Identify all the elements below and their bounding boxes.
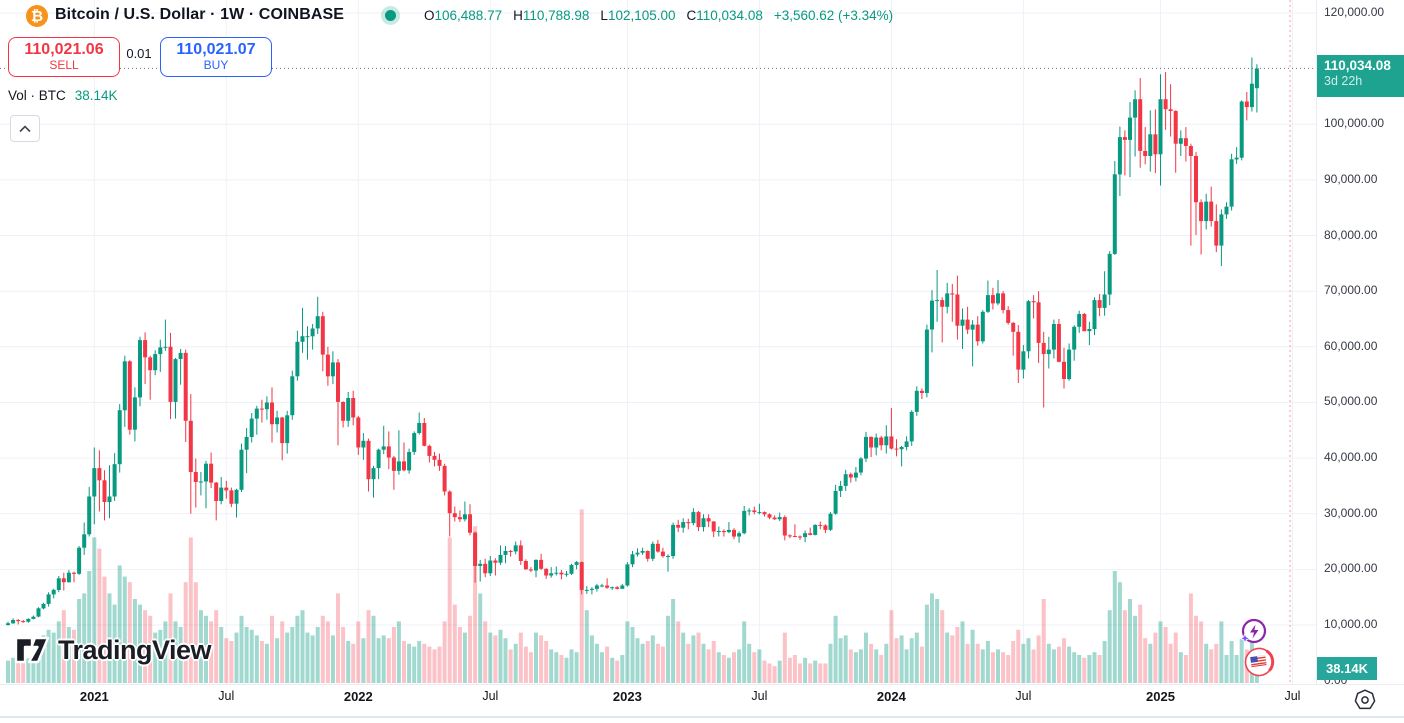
volume-indicator-label: Vol · BTC <box>8 88 66 103</box>
tradingview-logo-icon <box>14 636 50 664</box>
time-axis-label: Jul <box>218 689 235 703</box>
price-axis-border <box>1316 0 1317 684</box>
buy-label: BUY <box>203 58 229 73</box>
time-axis-label: Jul <box>1015 689 1032 703</box>
time-axis-label: Jul <box>482 689 499 703</box>
us-flag-icon <box>1244 647 1275 677</box>
volume-indicator-value: 38.14K <box>74 88 118 103</box>
sell-label: SELL <box>49 58 79 73</box>
price-axis-label: 40,000.00 <box>1324 450 1378 465</box>
price-axis-label: 30,000.00 <box>1324 505 1378 520</box>
supercharts-promo-button[interactable] <box>1238 618 1267 646</box>
collapse-panel-button[interactable] <box>10 115 40 142</box>
price-axis-label: 20,000.00 <box>1324 561 1378 576</box>
chevron-up-icon <box>19 124 31 132</box>
market-status-dot-icon[interactable] <box>385 10 396 21</box>
price-axis-label: 100,000.00 <box>1324 116 1385 131</box>
spread-value: 0.01 <box>126 46 152 61</box>
current-price-value: 110,034.08 <box>1324 58 1391 73</box>
price-axis-label: 50,000.00 <box>1324 394 1378 409</box>
ohlc-open: O106,488.77 <box>424 8 503 23</box>
price-axis-label: 80,000.00 <box>1324 227 1378 242</box>
ohlc-close: C110,034.08 <box>686 8 763 23</box>
time-axis-label: 2024 <box>876 689 906 704</box>
ohlc-change: +3,560.62 (+3.34%) <box>773 8 894 23</box>
current-price-label: 110,034.08 3d 22h <box>1317 55 1404 97</box>
price-axis-label: 60,000.00 <box>1324 338 1378 353</box>
time-axis-label: 2021 <box>79 689 109 704</box>
sell-button[interactable]: 110,021.06 SELL <box>8 37 120 77</box>
tradingview-watermark: TradingView <box>14 634 212 666</box>
time-axis-label: 2022 <box>343 689 373 704</box>
sell-price: 110,021.06 <box>24 40 104 58</box>
time-axis-settings-button[interactable] <box>1352 688 1378 714</box>
ohlc-high: H110,788.98 <box>513 8 590 23</box>
tradingview-watermark-text: TradingView <box>58 634 212 665</box>
economic-calendar-button[interactable] <box>1241 644 1277 680</box>
ohlc-row: O106,488.77 H110,788.98 L102,105.00 C110… <box>424 8 893 23</box>
lightning-sparkle-icon <box>1238 618 1267 645</box>
price-axis-label: 10,000.00 <box>1324 617 1378 631</box>
price-axis-label: 90,000.00 <box>1324 171 1378 186</box>
volume-axis-label: 38.14K <box>1317 657 1377 680</box>
buy-price: 110,021.07 <box>176 40 256 58</box>
bitcoin-icon: ₿ <box>26 5 48 27</box>
symbol-title[interactable]: Bitcoin / U.S. Dollar · 1W · COINBASE <box>55 6 345 23</box>
price-axis-label: 120,000.00 <box>1324 5 1385 19</box>
time-axis-border <box>0 684 1404 685</box>
price-axis-label: 70,000.00 <box>1324 283 1378 298</box>
buy-button[interactable]: 110,021.07 BUY <box>160 37 272 77</box>
time-axis-label: Jul <box>751 689 768 703</box>
time-axis-label: Jul <box>1284 689 1301 703</box>
bar-countdown: 3d 22h <box>1324 74 1363 88</box>
time-axis-label: 2025 <box>1146 689 1175 704</box>
volume-indicator-row[interactable]: Vol · BTC 38.14K <box>8 88 118 103</box>
time-axis-label: 2023 <box>612 689 642 704</box>
bottom-divider <box>0 716 1404 718</box>
gear-icon <box>1354 689 1376 710</box>
ohlc-low: L102,105.00 <box>600 8 676 23</box>
